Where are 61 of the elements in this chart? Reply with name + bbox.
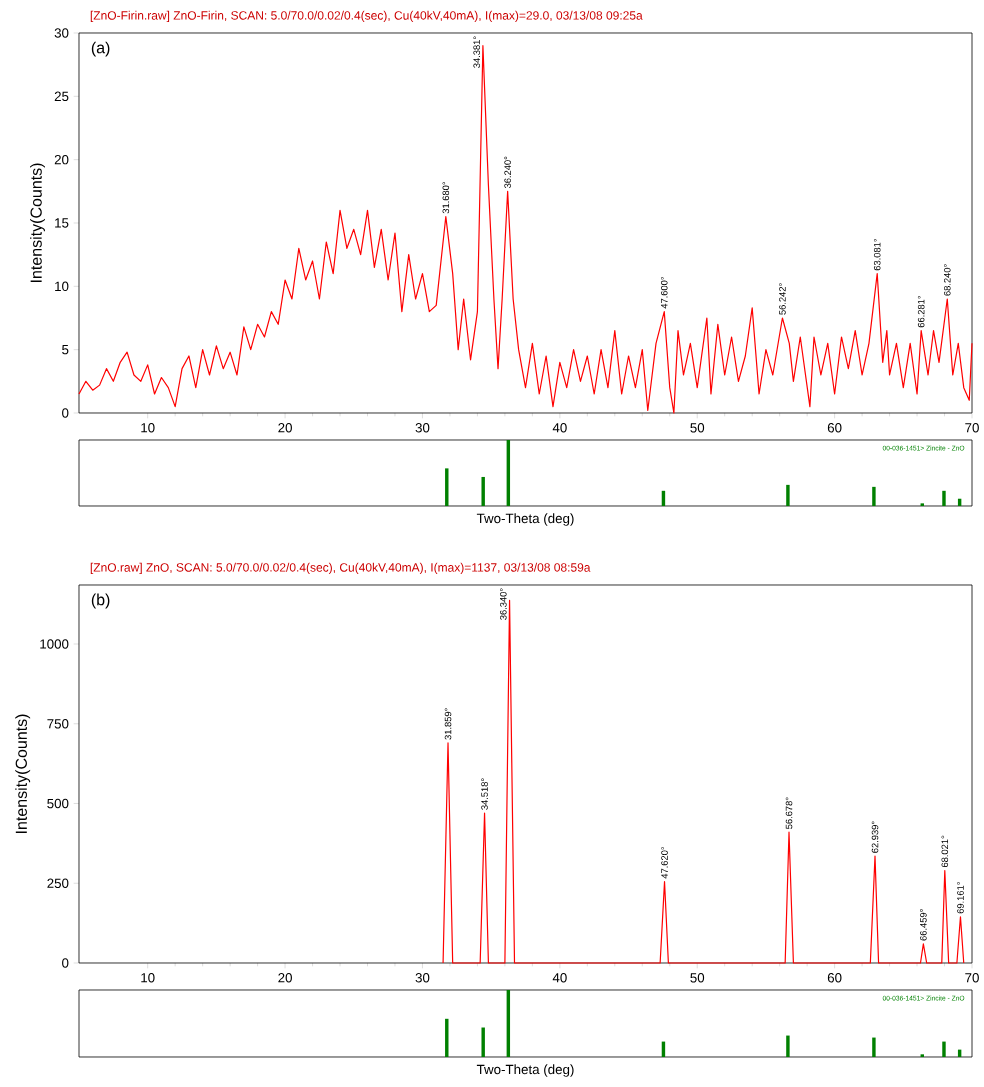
bar xyxy=(481,476,485,506)
y-tick-label: 5 xyxy=(62,345,69,355)
y-tick-label: 1000 xyxy=(40,639,69,649)
bar xyxy=(872,486,876,506)
bar xyxy=(920,503,925,506)
x-tick-label: 10 xyxy=(141,973,155,983)
y-tick-label: 250 xyxy=(47,878,69,888)
annotation: 66.281° xyxy=(917,296,925,328)
y-tick-label: 0 xyxy=(62,958,69,968)
annotation: 47.620° xyxy=(661,847,668,879)
annotation: 34.518° xyxy=(481,778,488,810)
annotation: 47.600° xyxy=(661,277,668,309)
x-tick-label: 20 xyxy=(278,423,293,433)
annotation: 62.939° xyxy=(871,821,879,853)
x-axis-title: Two-Theta (deg) xyxy=(476,1064,574,1077)
annotation: 36.340° xyxy=(500,588,507,620)
annotation: 56.242° xyxy=(779,283,786,315)
bar xyxy=(920,1054,925,1057)
y-tick-label: 500 xyxy=(47,798,69,809)
x-tick-label: 10 xyxy=(141,423,155,433)
y-tick-label: 20 xyxy=(54,154,69,165)
annotation: 56.678° xyxy=(785,797,793,829)
annotation: 66.459° xyxy=(920,909,927,941)
x-tick-label: 50 xyxy=(690,973,705,983)
bar xyxy=(942,490,946,506)
bar xyxy=(786,484,790,506)
annotation: (b) xyxy=(91,593,110,609)
x-tick-label: 40 xyxy=(552,973,567,983)
chart-title: [ZnO.raw] ZnO, SCAN: 5.0/70.0/0.02/0.4(sec), Cu(40kV,40mA), I(max)=1137, 03/13/08 08:59a xyxy=(90,562,591,575)
y-tick-label: 30 xyxy=(54,28,69,38)
y-tick-label: 0 xyxy=(62,408,69,418)
annotation: 68.240° xyxy=(944,264,951,296)
x-tick-label: 20 xyxy=(278,973,293,983)
x-tick-label: 60 xyxy=(827,423,842,433)
bar xyxy=(872,1037,876,1057)
annotation: 31.680° xyxy=(442,182,450,214)
annotation: 31.859° xyxy=(444,708,452,740)
bar xyxy=(786,1035,790,1057)
annotation: 68.021° xyxy=(941,835,949,868)
x-axis-title: Two-Theta (deg) xyxy=(476,513,574,526)
x-tick-label: 70 xyxy=(965,423,979,433)
annotation: 34.381° xyxy=(473,36,481,68)
x-tick-label: 30 xyxy=(415,423,430,433)
chart-title: [ZnO-Firin.raw] ZnO-Firin, SCAN: 5.0/70.0/0.02/0.4(sec), Cu(40kV,40mA), I(max)=29.0, 03/13/08 09:25a xyxy=(90,10,643,23)
annotation: 36.240° xyxy=(504,156,512,189)
y-tick-label: 25 xyxy=(54,91,69,102)
y-tick-label: 750 xyxy=(47,719,69,729)
y-tick-label: 10 xyxy=(55,281,69,292)
x-tick-label: 40 xyxy=(552,423,567,433)
bar xyxy=(481,1027,485,1057)
annotation: (a) xyxy=(91,41,110,57)
x-tick-label: 70 xyxy=(965,973,979,983)
bar xyxy=(942,1041,946,1057)
y-axis-title: Intensity(Counts) xyxy=(30,163,46,282)
x-tick-label: 60 xyxy=(827,973,842,983)
x-tick-label: 30 xyxy=(415,973,430,983)
annotation: 63.081° xyxy=(873,239,881,271)
y-tick-label: 15 xyxy=(55,218,69,228)
annotation: 69.161° xyxy=(957,882,964,914)
y-axis-title: Intensity(Counts) xyxy=(15,714,31,833)
x-tick-label: 50 xyxy=(690,423,705,433)
